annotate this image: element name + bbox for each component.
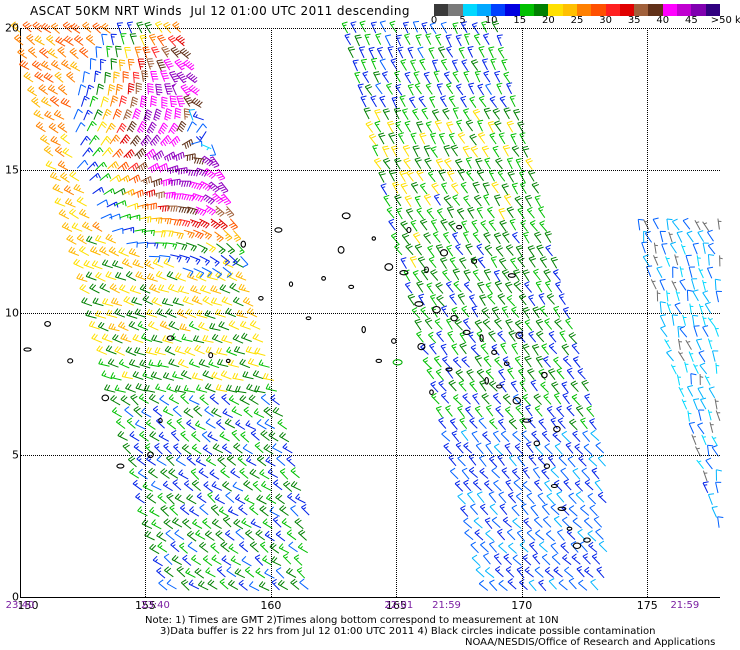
x-tick-label-150: 150 xyxy=(17,599,39,612)
gridline-y-5 xyxy=(20,454,720,456)
y-tick-label-20: 20 xyxy=(5,21,19,35)
colorbar-band-10 xyxy=(576,4,592,16)
gridline-y-10 xyxy=(20,312,720,314)
colorbar-band-17 xyxy=(677,4,692,16)
gridline-x-160 xyxy=(270,28,272,597)
colorbar-band-13 xyxy=(619,4,635,16)
gridline-x-155 xyxy=(145,28,147,597)
colorbar-tick-6: 30 xyxy=(599,15,612,26)
gridline-y-20 xyxy=(20,28,720,29)
x-tick-label-175: 175 xyxy=(636,599,658,612)
gridline-x-170 xyxy=(521,28,523,597)
colorbar-band-15 xyxy=(648,4,663,16)
colorbar-band-12 xyxy=(605,4,620,16)
swath-time-label-4: 21:59 xyxy=(670,600,700,611)
x-tick-label-155: 155 xyxy=(134,599,156,612)
gridline-x-165 xyxy=(396,28,398,597)
colorbar-band-11 xyxy=(591,4,606,16)
footer-credit: NOAA/NESDIS/Office of Research and Appli… xyxy=(465,637,716,648)
gridline-y-15 xyxy=(20,170,720,172)
colorbar-tick-4: 20 xyxy=(542,15,555,26)
colorbar-band-1 xyxy=(448,4,463,16)
swath-time-label-2: 22:01 xyxy=(384,600,414,611)
colorbar-band-14 xyxy=(634,4,649,16)
colorbar-band-2 xyxy=(462,4,477,16)
colorbar-tick-5: 25 xyxy=(570,15,584,26)
colorbar-band-8 xyxy=(548,4,563,16)
colorbar-tick-3: 15 xyxy=(513,15,527,26)
colorbar-tick-1: 5 xyxy=(459,15,466,26)
y-tick-label-0: 0 xyxy=(12,590,19,604)
gridline-x-175 xyxy=(647,28,649,597)
y-tick-label-15: 15 xyxy=(5,163,19,177)
x-tick-label-170: 170 xyxy=(511,599,533,612)
colorbar-band-5 xyxy=(505,4,520,16)
y-tick-label-10: 10 xyxy=(5,306,19,319)
colorbar-band-0 xyxy=(434,4,449,16)
x-tick-label-165: 165 xyxy=(385,599,407,612)
swath-time-label-3: 21:59 xyxy=(432,600,461,611)
colorbar-band-19 xyxy=(705,4,720,16)
colorbar-legend xyxy=(434,4,720,16)
footer-note-1: Note: 1) Times are GMT 2)Times along bot… xyxy=(145,615,559,626)
colorbar-tick-10: >50 knots xyxy=(710,15,740,26)
swath-time-label-0: 23:40 xyxy=(5,600,35,611)
x-tick-label-160: 160 xyxy=(260,599,282,612)
colorbar-band-16 xyxy=(662,4,678,16)
page-title: ASCAT 50KM NRT Winds Jul 12 01:00 UTC 20… xyxy=(30,4,410,18)
colorbar-band-4 xyxy=(491,4,506,16)
colorbar-band-6 xyxy=(519,4,535,16)
colorbar-band-7 xyxy=(534,4,549,16)
colorbar-tick-8: 40 xyxy=(656,15,670,26)
colorbar-band-18 xyxy=(691,4,706,16)
wind-barb xyxy=(719,255,723,267)
colorbar-band-3 xyxy=(476,4,492,16)
y-tick-label-5: 5 xyxy=(12,448,19,462)
colorbar-band-9 xyxy=(562,4,577,16)
gridline-y-0 xyxy=(20,597,720,598)
colorbar-tick-2: 10 xyxy=(484,15,498,26)
colorbar-tick-7: 35 xyxy=(627,15,641,26)
colorbar-tick-labels: 0 5 10 15 20 25 30 35 40 45 >50 knots xyxy=(430,15,740,28)
swath-time-label-1: 23:40 xyxy=(141,600,170,611)
colorbar-tick-0: 0 xyxy=(430,15,438,26)
colorbar-tick-9: 45 xyxy=(685,15,698,26)
footer-note-2: 3)Data buffer is 22 hrs from Jul 12 01:0… xyxy=(160,626,656,637)
